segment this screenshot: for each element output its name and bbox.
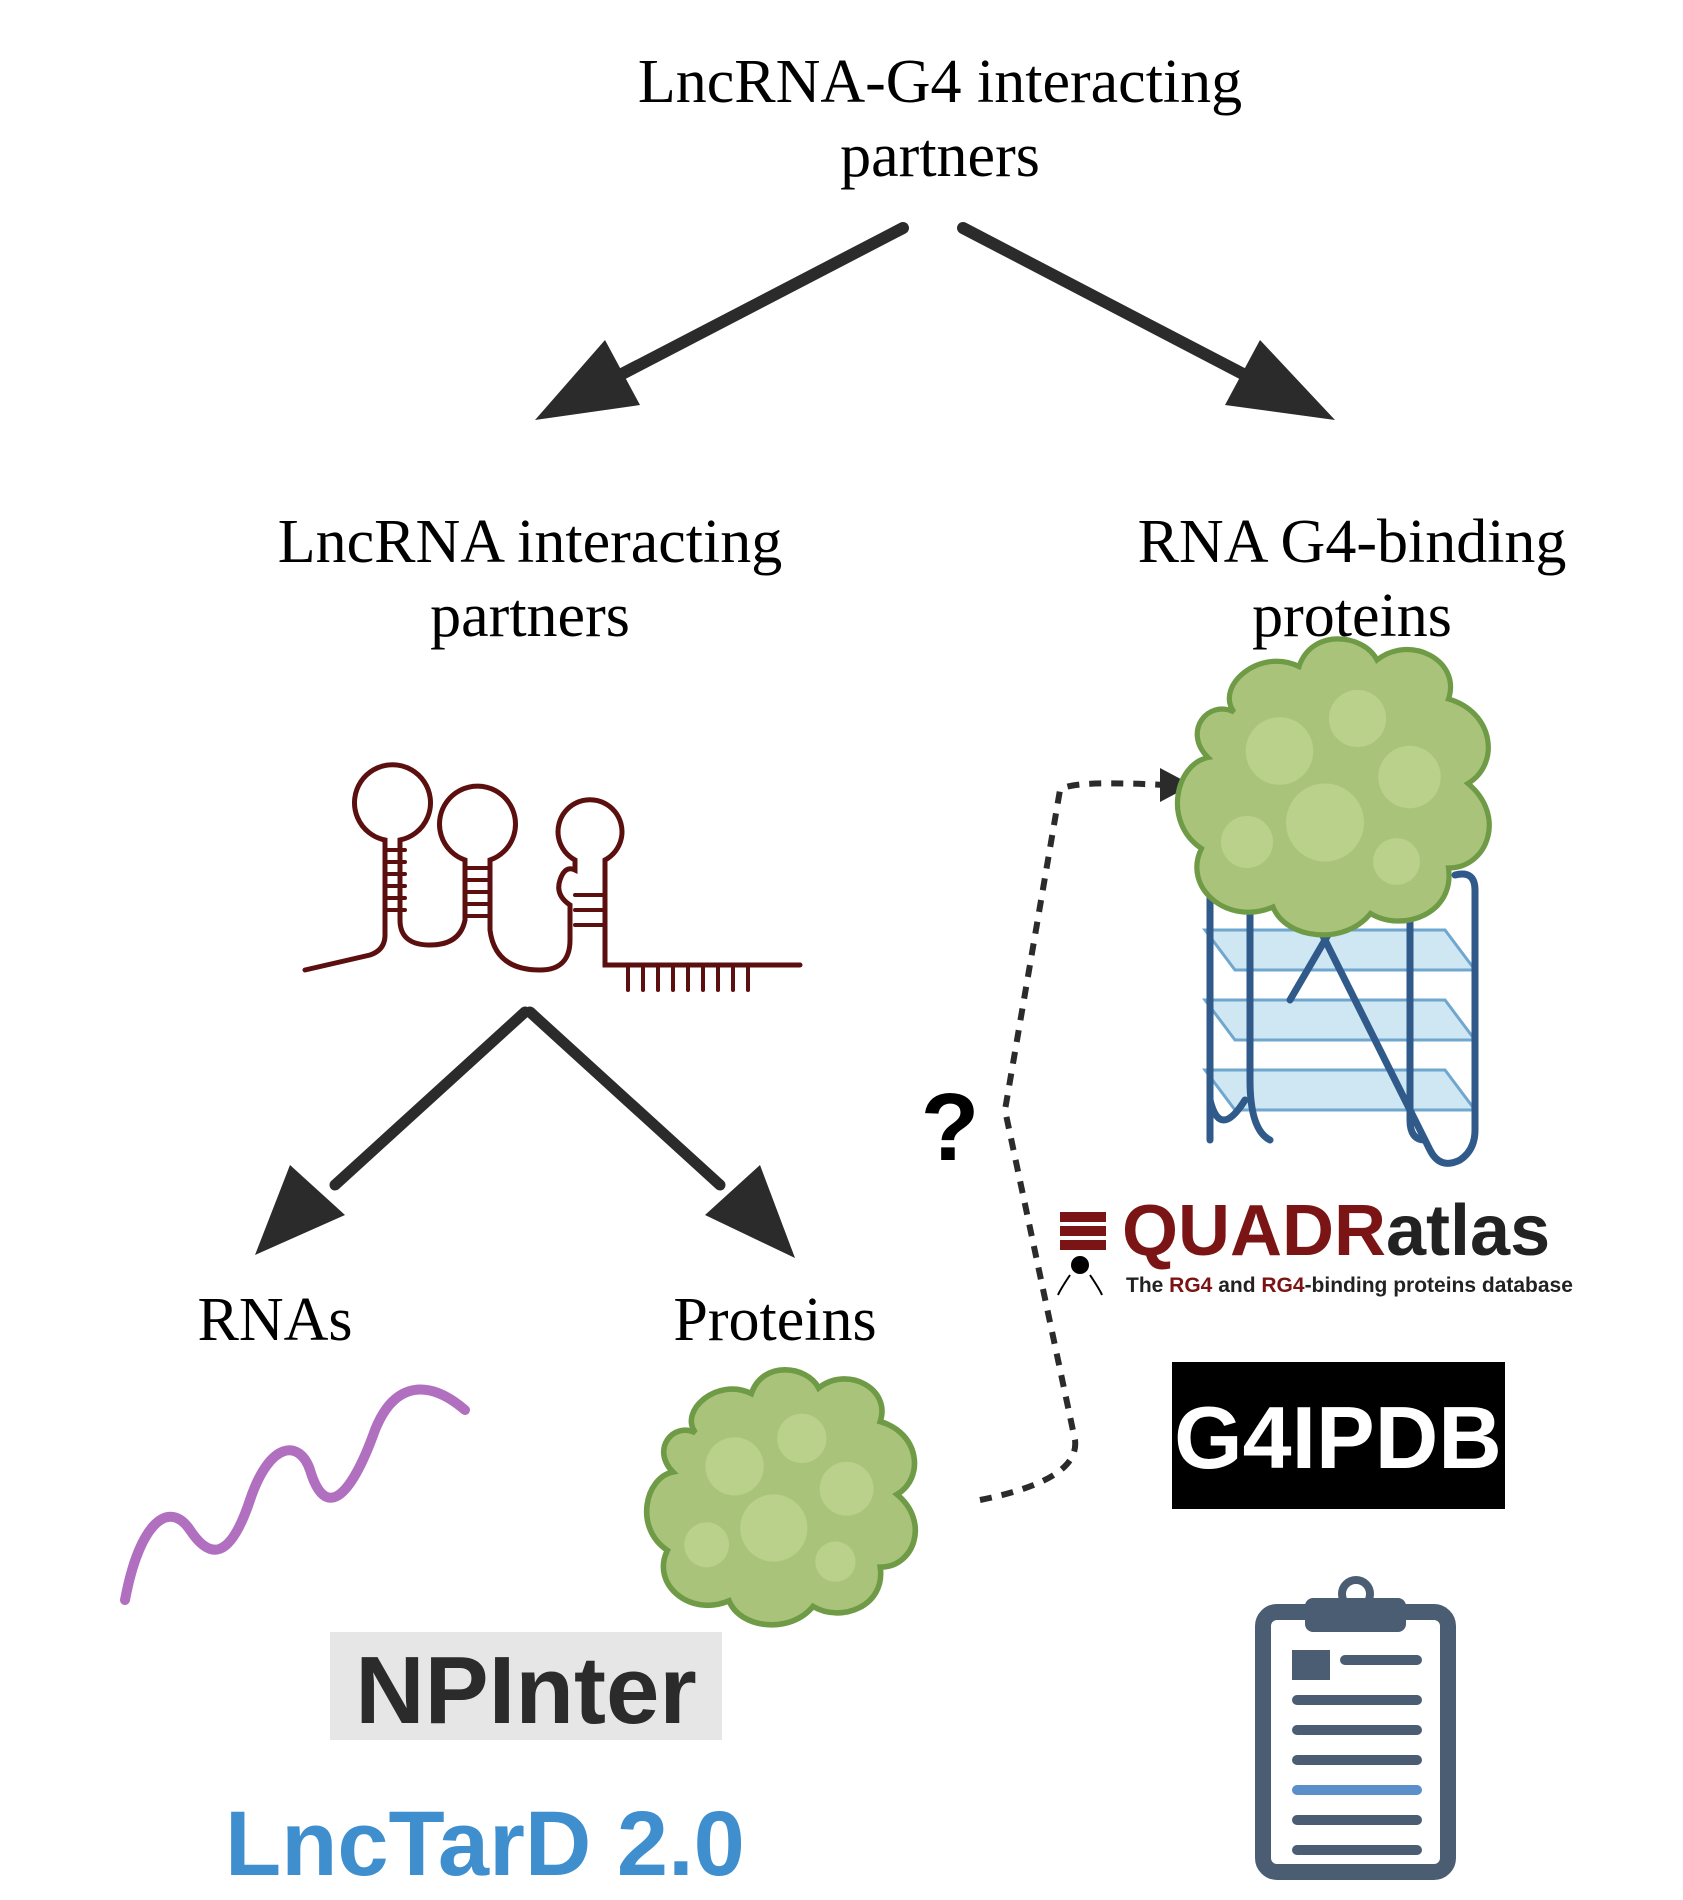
g4ipdb-logo[interactable]: G4IPDB [1172,1362,1505,1509]
npinter-wordmark: NPInter [355,1637,696,1744]
title-line-2: partners [840,122,1040,190]
rnas-label: RNAs [197,1286,352,1354]
quadratlas-tagline: The RG4 and RG4-binding proteins databas… [1126,1274,1573,1297]
quadratlas-logo[interactable]: QUADRatlas The RG4 and RG4-binding prote… [1057,1191,1573,1297]
quadratlas-wordmark-light: atlas [1386,1191,1550,1271]
quadratlas-wordmark-dark: QUADR [1122,1191,1386,1271]
left-branch-line-1: LncRNA interacting [278,508,782,576]
protein-icon [647,1370,916,1625]
arrow-title-to-left-branch [535,222,909,420]
clipboard-icon [1255,1576,1456,1880]
right-branch-line-1: RNA G4-binding [1138,508,1567,576]
lnctard-wordmark: LncTarD 2.0 [225,1793,745,1895]
npinter-logo[interactable]: NPInter [330,1632,722,1744]
arrow-lncrna-to-proteins [524,1006,795,1258]
dotted-link-arrowhead [1160,768,1192,802]
g4ipdb-wordmark: G4IPDB [1174,1388,1502,1487]
left-branch-line-2: partners [430,582,630,650]
question-mark: ? [921,1074,980,1181]
arrow-title-to-right-branch [957,222,1335,420]
quadratlas-wordmark: QUADRatlas [1122,1191,1550,1271]
lnctard-logo[interactable]: LncTarD 2.0 [225,1793,745,1895]
quadratlas-emblem-icon [1057,1212,1106,1296]
lncrna-hairpin-icon [302,762,803,992]
title-line-1: LncRNA-G4 interacting [638,48,1242,116]
proteins-label: Proteins [673,1286,876,1354]
arrow-lncrna-to-rnas [255,1006,531,1255]
rna-strand-icon [120,1384,470,1605]
g4-binding-protein-icon [1177,639,1489,935]
dotted-link-proteins-to-g4-protein [979,780,1166,1503]
